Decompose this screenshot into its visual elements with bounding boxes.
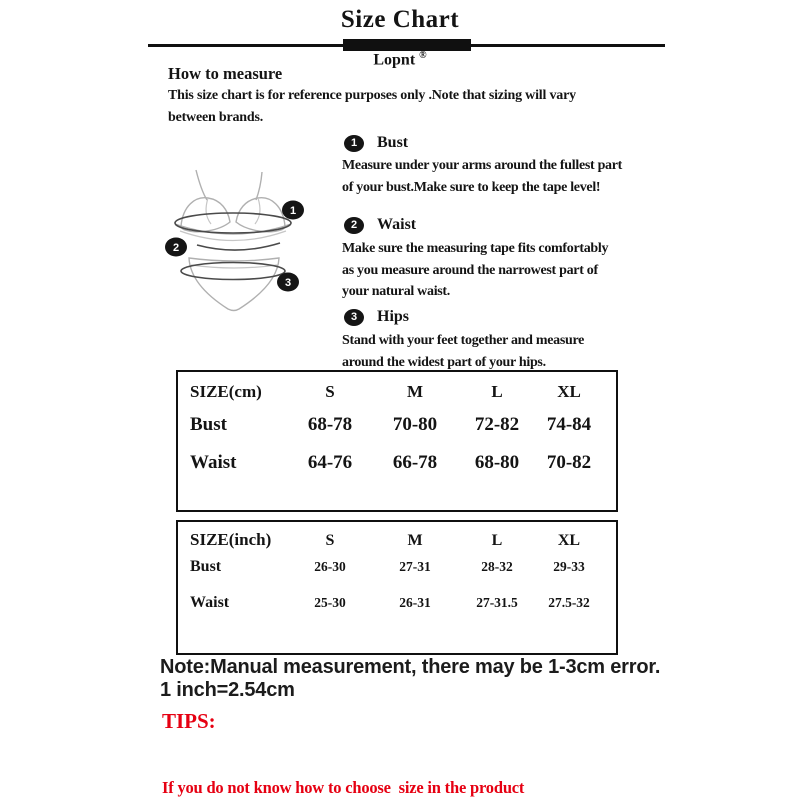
cell-value: 72-82 xyxy=(474,414,520,435)
brand-text: Lopnt xyxy=(373,51,416,69)
size-table-inch-header-s: S xyxy=(325,532,335,549)
step-1-badge-icon: 1 xyxy=(344,134,364,152)
step-2-description: Make sure the measuring tape fits comfor… xyxy=(342,238,609,303)
step-1-number: 1 xyxy=(350,137,358,149)
bikini-strap-left xyxy=(195,169,208,201)
cell-value: 64-76 xyxy=(307,452,353,473)
size-table-cm: SIZE(cm) S M L XL Bust 68-78 70-80 72-82… xyxy=(176,370,618,512)
bikini-cup-right xyxy=(235,197,286,233)
size-table-inch-header-xl: XL xyxy=(557,532,581,549)
size-table-cm-header-s: S xyxy=(325,382,335,401)
step-1-label: Bust xyxy=(377,134,409,151)
bikini-band-top xyxy=(174,223,292,235)
note-line1: Note:Manual measurement, there may be 1-… xyxy=(160,656,661,678)
cell-value: 29-33 xyxy=(553,559,585,574)
bust-measure-line xyxy=(174,212,292,234)
brand-name: Lopnt ® xyxy=(0,50,800,69)
size-table-inch-bust-row: Bust 26-30 27-31 28-32 29-33 xyxy=(190,558,604,576)
size-table-inch-header-label: SIZE(inch) xyxy=(190,530,272,549)
step-2-number: 2 xyxy=(350,219,358,231)
registered-mark: ® xyxy=(419,50,427,61)
how-to-measure-heading: How to measure xyxy=(168,64,283,83)
step-1-line2: of your bust.Make sure to keep the tape … xyxy=(342,179,601,195)
cell-value: 70-80 xyxy=(392,414,438,435)
figure-marker-3-icon: 3 xyxy=(277,272,299,292)
step-3-line2: around the widest part of your hips. xyxy=(342,354,546,370)
step-3-label: Hips xyxy=(377,308,410,325)
cell-value: 26-30 xyxy=(314,559,346,574)
bikini-band-bottom xyxy=(179,230,287,242)
cell-value: 74-84 xyxy=(546,414,592,435)
step-3-heading: 3 Hips xyxy=(344,308,409,326)
bikini-strap-right xyxy=(255,171,263,201)
step-1-line1: Measure under your arms around the fulle… xyxy=(342,158,623,173)
tips-line1: If you do not know how to choose size in… xyxy=(162,778,525,797)
cell-value: 27.5-32 xyxy=(548,595,590,610)
size-table-cm-waist-row: Waist 64-76 66-78 68-80 70-82 xyxy=(190,452,604,474)
tips-heading: TIPS: xyxy=(162,709,216,733)
step-1-heading: 1 Bust xyxy=(344,134,408,152)
step-3-description: Stand with your feet together and measur… xyxy=(342,330,584,373)
bikini-cup-left xyxy=(180,197,231,233)
waist-measure-line xyxy=(196,242,281,251)
svg-text:1: 1 xyxy=(290,205,296,217)
bikini-figure: 1 2 3 xyxy=(165,169,304,312)
hip-measure-line xyxy=(180,261,286,281)
page-title: Size Chart xyxy=(340,6,460,33)
step-3-badge-icon: 3 xyxy=(344,308,364,326)
cell-value: 68-80 xyxy=(474,452,520,473)
bikini-cup-left-seam xyxy=(205,197,212,225)
step-3-line1: Stand with your feet together and measur… xyxy=(342,333,585,348)
bikini-cup-right-seam xyxy=(254,197,261,225)
title-divider xyxy=(148,39,665,51)
size-table-cm-header-xl: XL xyxy=(557,382,581,401)
cell-value: 27-31 xyxy=(399,559,431,574)
step-2-label: Waist xyxy=(377,216,417,233)
step-3-number: 3 xyxy=(350,311,358,323)
figure-marker-2-icon: 2 xyxy=(165,237,187,257)
svg-text:3: 3 xyxy=(285,277,291,289)
size-table-cm-bust-row: Bust 68-78 70-80 72-82 74-84 xyxy=(190,414,604,436)
size-table-cm-header-label: SIZE(cm) xyxy=(190,382,262,401)
row-label: Waist xyxy=(190,594,230,611)
bikini-bottom xyxy=(188,257,280,312)
step-2-heading: 2 Waist xyxy=(344,216,416,234)
size-table-inch-waist-row: Waist 25-30 26-31 27-31.5 27.5-32 xyxy=(190,594,604,612)
size-table-cm-header-m: M xyxy=(406,382,424,401)
row-label: Bust xyxy=(190,558,222,575)
tips-text: If you do not know how to choose size in… xyxy=(162,733,552,800)
bikini-bottom-waistband xyxy=(190,264,278,269)
how-to-measure-text-line2: between brands. xyxy=(168,110,264,125)
step-2-line1: Make sure the measuring tape fits comfor… xyxy=(342,241,609,256)
step-1-description: Measure under your arms around the fulle… xyxy=(342,155,622,198)
cell-value: 28-32 xyxy=(481,559,513,574)
cell-value: 25-30 xyxy=(314,595,346,610)
measurement-note: Note:Manual measurement, there may be 1-… xyxy=(160,656,660,702)
title-divider-bar xyxy=(343,39,471,51)
cell-value: 66-78 xyxy=(392,452,438,473)
size-table-inch-header-m: M xyxy=(407,532,423,549)
size-table-inch-header-row: SIZE(inch) S M L XL xyxy=(190,530,604,550)
size-table-inch-header-l: L xyxy=(491,532,503,549)
svg-text:2: 2 xyxy=(173,242,179,254)
size-table-cm-header-row: SIZE(cm) S M L XL xyxy=(190,382,604,402)
cell-value: 27-31.5 xyxy=(476,595,518,610)
row-label: Bust xyxy=(190,414,227,435)
cell-value: 68-78 xyxy=(307,414,353,435)
step-2-line2: as you measure around the narrowest part… xyxy=(342,262,598,278)
figure-marker-1-icon: 1 xyxy=(282,200,304,220)
size-table-inch: SIZE(inch) S M L XL Bust 26-30 27-31 28-… xyxy=(176,520,618,655)
cell-value: 70-82 xyxy=(546,452,592,473)
step-2-badge-icon: 2 xyxy=(344,216,364,234)
cell-value: 26-31 xyxy=(399,595,431,610)
how-to-measure-text-line1: This size chart is for reference purpose… xyxy=(168,88,576,103)
size-table-cm-header-l: L xyxy=(491,382,503,401)
step-2-line3: your natural waist. xyxy=(342,284,450,299)
row-label: Waist xyxy=(190,452,237,473)
note-line2: 1 inch=2.54cm xyxy=(160,679,295,701)
